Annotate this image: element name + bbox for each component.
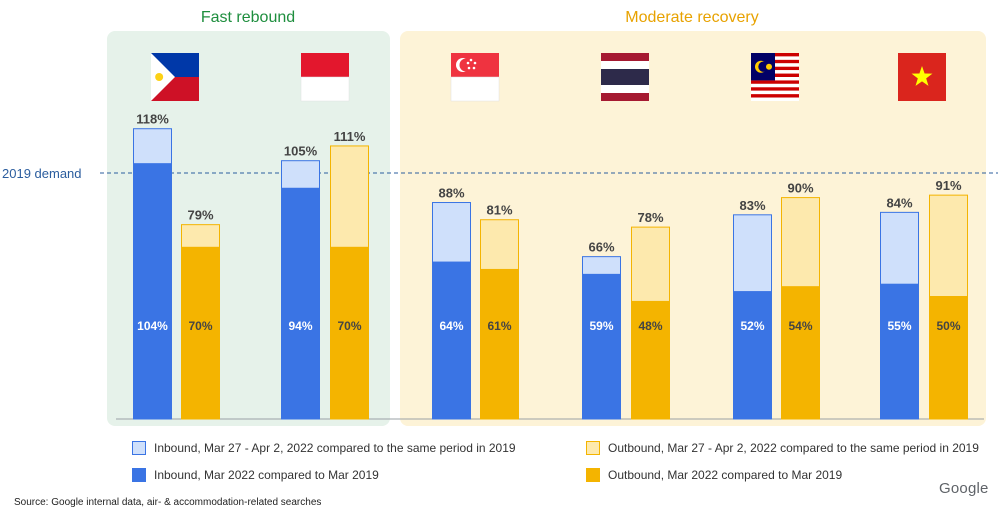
flag-sg-star-4 [467, 66, 471, 70]
inbound-month-label-malaysia: 52% [740, 319, 764, 333]
flag-my-stripe-10 [751, 83, 799, 88]
flag-id-white [300, 76, 350, 102]
inbound-month-label-singapore: 64% [439, 319, 463, 333]
flag-my-stripe-14 [751, 97, 799, 101]
flag-my-stripe-13 [751, 94, 799, 98]
outbound-month-bar-indonesia [330, 246, 369, 419]
flag-sg-star-2 [473, 61, 477, 65]
flag-my-star [766, 63, 772, 70]
flag-singapore-icon [450, 53, 500, 102]
group-label-1: Fast rebound [201, 9, 295, 26]
legend-label-inbound-month: Inbound, Mar 2022 compared to Mar 2019 [154, 468, 379, 482]
flag-id-red [301, 53, 349, 77]
inbound-week-label-indonesia: 105% [284, 144, 318, 159]
flag-sg-star-3 [472, 66, 476, 70]
inbound-month-label-thailand: 59% [589, 319, 613, 333]
legend-swatch-outbound-month [586, 468, 600, 482]
flag-my-stripe-12 [751, 90, 799, 95]
inbound-week-label-philippines: 118% [136, 112, 169, 127]
flag-vietnam-icon [898, 53, 946, 101]
flag-my-stripe-9 [751, 80, 799, 84]
outbound-month-label-philippines: 70% [188, 319, 212, 333]
inbound-month-label-philippines: 104% [137, 319, 168, 333]
outbound-month-label-indonesia: 70% [337, 319, 361, 333]
flag-my-moon-cut [758, 61, 769, 72]
legend-outbound-month: Outbound, Mar 2022 compared to Mar 2019 [586, 468, 842, 482]
legend-swatch-inbound-month [132, 468, 146, 482]
outbound-month-label-vietnam: 50% [936, 319, 960, 333]
inbound-month-label-indonesia: 94% [288, 319, 312, 333]
inbound-week-label-thailand: 66% [588, 240, 614, 255]
inbound-month-bar-vietnam [880, 283, 919, 419]
outbound-week-label-singapore: 81% [486, 203, 512, 218]
group-label-2: Moderate recovery [625, 9, 758, 26]
outbound-week-label-thailand: 78% [637, 210, 663, 225]
legend-outbound-week: Outbound, Mar 27 - Apr 2, 2022 compared … [586, 441, 979, 455]
inbound-month-label-vietnam: 55% [887, 319, 911, 333]
legend-inbound-week: Inbound, Mar 27 - Apr 2, 2022 compared t… [132, 441, 516, 455]
flag-sg-white [450, 76, 500, 102]
outbound-month-bar-philippines [181, 246, 220, 419]
inbound-week-label-singapore: 88% [438, 186, 464, 201]
outbound-week-label-vietnam: 91% [935, 178, 961, 193]
google-logo: Google [939, 480, 989, 497]
reference-line-label: 2019 demand [2, 166, 82, 181]
legend-label-outbound-month: Outbound, Mar 2022 compared to Mar 2019 [608, 468, 843, 482]
inbound-month-bar-philippines [133, 163, 172, 419]
flag-indonesia-icon [300, 53, 350, 102]
outbound-week-label-indonesia: 111% [334, 129, 366, 144]
legend-swatch-inbound-week [132, 441, 146, 455]
outbound-week-label-philippines: 79% [187, 208, 213, 223]
flag-ph-sun [155, 73, 164, 81]
flag-vn-star [911, 66, 933, 86]
source-note: Source: Google internal data, air- & acc… [14, 497, 322, 508]
legend-label-outbound-week: Outbound, Mar 27 - Apr 2, 2022 compared … [608, 441, 979, 455]
flag-sg-star-1 [469, 58, 473, 62]
inbound-month-bar-thailand [582, 273, 621, 419]
outbound-month-label-malaysia: 54% [788, 319, 812, 333]
outbound-month-label-thailand: 48% [638, 319, 662, 333]
flag-th-blue [601, 69, 649, 85]
legend-label-inbound-week: Inbound, Mar 27 - Apr 2, 2022 compared t… [154, 441, 516, 455]
inbound-month-bar-indonesia [281, 187, 320, 419]
outbound-month-bar-thailand [631, 300, 670, 419]
inbound-month-bar-malaysia [733, 291, 772, 419]
outbound-month-label-singapore: 61% [487, 319, 511, 333]
legend-inbound-month: Inbound, Mar 2022 compared to Mar 2019 [132, 468, 379, 482]
flag-sg-star-5 [466, 61, 470, 65]
inbound-month-bar-singapore [432, 261, 471, 419]
flag-philippines-icon [151, 53, 199, 101]
group-panel-2 [400, 31, 986, 426]
inbound-week-label-vietnam: 84% [886, 195, 912, 210]
inbound-week-label-malaysia: 83% [739, 198, 765, 213]
flag-thailand-icon [601, 53, 649, 101]
outbound-week-label-malaysia: 90% [787, 181, 813, 196]
outbound-month-bar-vietnam [929, 296, 968, 419]
outbound-month-bar-singapore [480, 268, 519, 419]
legend-swatch-outbound-week [586, 441, 600, 455]
flag-my-stripe-11 [751, 87, 799, 91]
outbound-month-bar-malaysia [781, 286, 820, 419]
flag-malaysia-icon [751, 53, 799, 101]
